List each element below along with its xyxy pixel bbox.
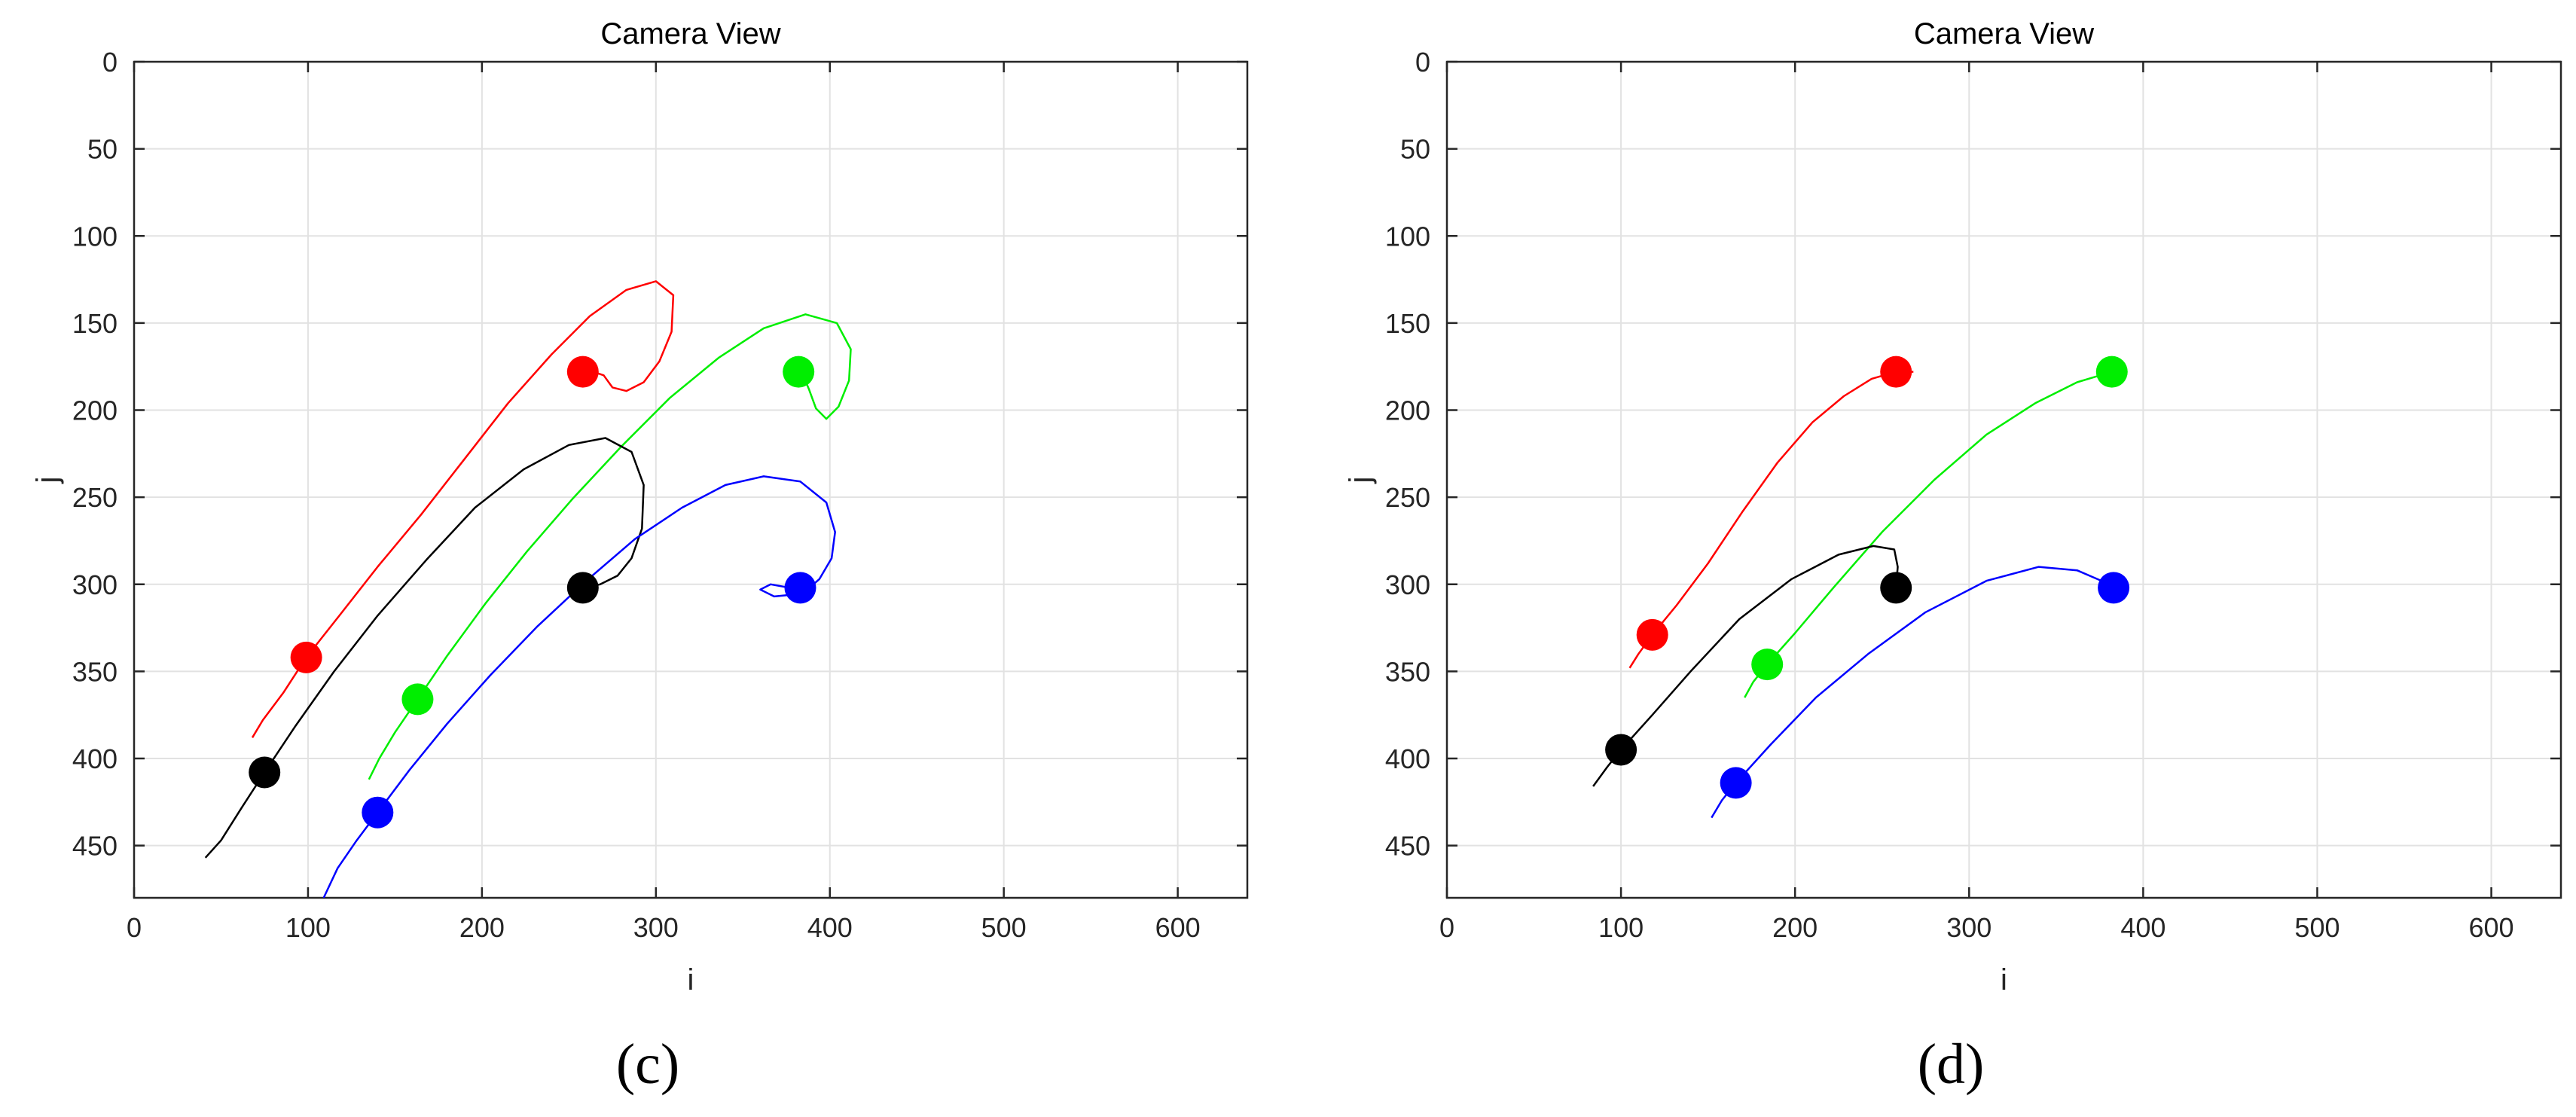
- chart-1-y-tick-label: 250: [1385, 482, 1430, 513]
- chart-1-x-axis-label: i: [2001, 963, 2007, 996]
- panel-caption-d: (d): [1917, 1033, 1985, 1096]
- chart-0-trajectory-line: [322, 475, 836, 898]
- chart-1-y-tick-label: 450: [1385, 831, 1430, 862]
- chart-0-x-tick-label: 400: [807, 912, 853, 943]
- chart-1-y-tick-label: 200: [1385, 395, 1430, 426]
- chart-0-title: Camera View: [600, 17, 780, 50]
- chart-0-current-marker: [362, 796, 394, 829]
- chart-0-y-tick-label: 100: [72, 221, 118, 252]
- panel-caption-c: (c): [615, 1033, 680, 1096]
- chart-1-x-tick-label: 100: [1598, 912, 1644, 943]
- chart-1-x-tick-label: 600: [2469, 912, 2514, 943]
- chart-0-x-tick-label: 600: [1155, 912, 1201, 943]
- chart-0-current-marker: [290, 641, 322, 673]
- chart-1-x-tick-label: 400: [2120, 912, 2165, 943]
- chart-0-axes-box: [133, 60, 1249, 899]
- chart-0-y-tick-label: 250: [72, 482, 118, 513]
- chart-0-y-tick-label: 0: [102, 47, 118, 78]
- chart-1-goal-marker: [1880, 356, 1912, 388]
- chart-1-goal-marker: [2098, 572, 2130, 604]
- chart-1-plot-area: [1447, 62, 2561, 898]
- chart-1-axes-box: [1445, 60, 2562, 899]
- camera-view-plot-c: 0 100 200 300 400 500 600 0 50 100 150 200 250 300 350…: [31, 17, 1249, 996]
- chart-0-x-tick-label: 0: [127, 912, 142, 943]
- chart-1-y-tick-label: 400: [1385, 743, 1430, 774]
- chart-0-y-tick-label: 450: [72, 831, 118, 862]
- chart-0-goal-marker: [566, 572, 599, 604]
- chart-0-trajectory-line: [368, 313, 852, 780]
- chart-1-current-marker: [1751, 649, 1784, 681]
- chart-0-current-marker: [249, 756, 281, 789]
- chart-1-x-tick-label: 300: [1946, 912, 1992, 943]
- chart-1-y-tick-label: 0: [1415, 47, 1430, 78]
- chart-0-plot-area: [134, 62, 1247, 898]
- chart-1-title: Camera View: [1914, 17, 2094, 50]
- chart-0-x-tick-label: 500: [981, 912, 1027, 943]
- chart-0-y-tick-label: 50: [87, 134, 118, 165]
- chart-1-y-tick-label: 350: [1385, 656, 1430, 687]
- chart-0-current-marker: [401, 683, 434, 716]
- chart-1-goal-marker: [1880, 572, 1912, 604]
- chart-0-y-tick-label: 350: [72, 656, 118, 687]
- chart-0-y-axis-label: j: [31, 477, 64, 484]
- chart-0-x-tick-label: 200: [459, 912, 505, 943]
- chart-0-y-tick-label: 150: [72, 308, 118, 339]
- chart-1-goal-marker: [2095, 356, 2128, 388]
- chart-1-y-axis-label: j: [1344, 477, 1377, 484]
- camera-view-plot-d: 0 100 200 300 400 500 600 0 50 100 150 200 250 300 350…: [1344, 17, 2562, 996]
- chart-1-y-tick-label: 100: [1385, 221, 1430, 252]
- chart-1-y-tick-label: 150: [1385, 308, 1430, 339]
- chart-0-trajectory-line: [251, 280, 675, 738]
- chart-0-goal-marker: [784, 572, 816, 604]
- chart-0-y-tick-label: 400: [72, 743, 118, 774]
- chart-0-goal-marker: [566, 356, 599, 388]
- chart-0-x-tick-label: 100: [285, 912, 331, 943]
- chart-1-current-marker: [1605, 734, 1637, 766]
- chart-0-x-axis-label: i: [688, 963, 694, 996]
- chart-1-y-tick-label: 300: [1385, 569, 1430, 600]
- chart-0-x-tick-label: 300: [633, 912, 679, 943]
- chart-0-goal-marker: [783, 356, 815, 388]
- chart-1-y-tick-label: 50: [1400, 134, 1430, 165]
- chart-1-x-tick-label: 500: [2294, 912, 2339, 943]
- chart-0-y-tick-label: 300: [72, 569, 118, 600]
- chart-1-current-marker: [1636, 618, 1668, 651]
- chart-0-y-tick-label: 200: [72, 395, 118, 426]
- chart-1-current-marker: [1720, 767, 1752, 799]
- chart-1-x-tick-label: 200: [1772, 912, 1818, 943]
- chart-1-x-tick-label: 0: [1439, 912, 1454, 943]
